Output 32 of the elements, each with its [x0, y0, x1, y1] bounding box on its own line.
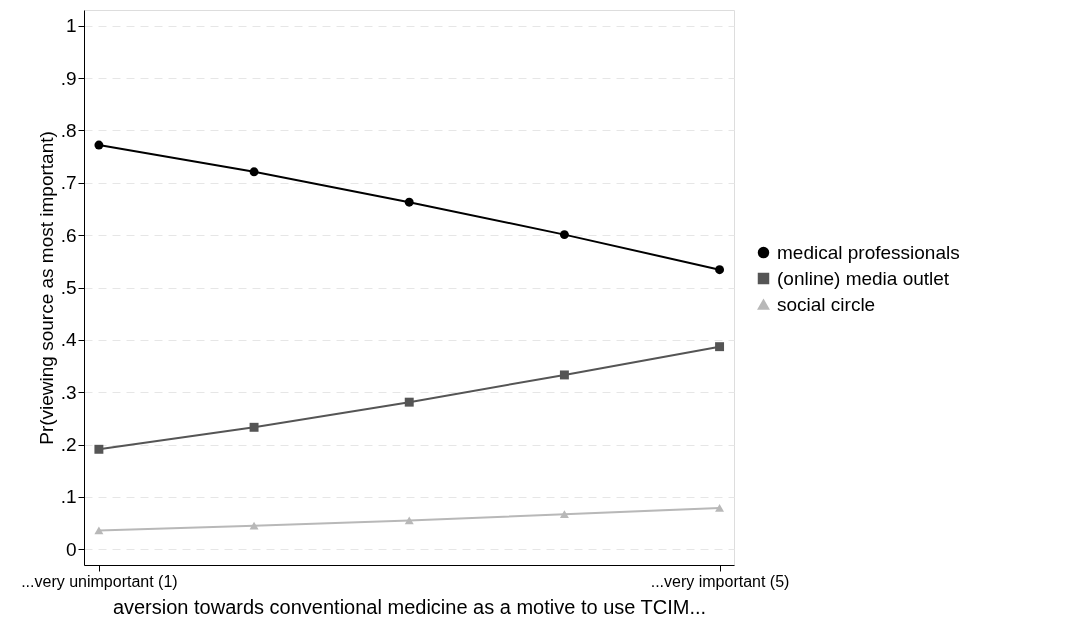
- y-tick-label: 1: [65, 15, 77, 37]
- y-tick-label: .5: [60, 277, 77, 298]
- point: [404, 397, 414, 407]
- y-tick-label: .3: [60, 381, 77, 403]
- point: [94, 444, 104, 454]
- x-tick-label: ...very important (5): [650, 572, 790, 590]
- legend-label: medical professionals: [777, 241, 960, 263]
- legend-label: social circle: [777, 293, 876, 315]
- y-axis-title: Pr(viewing source as most important): [35, 131, 57, 445]
- point: [94, 140, 104, 150]
- point: [404, 197, 414, 207]
- y-tick-label: .8: [60, 119, 77, 141]
- point: [559, 510, 569, 519]
- y-tick-label: .2: [60, 434, 77, 456]
- point: [249, 521, 259, 530]
- legend-label: (online) media outlet: [777, 267, 950, 289]
- point: [715, 504, 725, 512]
- y-tick-label: .7: [60, 172, 77, 194]
- y-tick-label: .1: [60, 486, 77, 508]
- y-tick-label: .4: [60, 329, 77, 351]
- point: [249, 167, 259, 177]
- point: [715, 265, 725, 275]
- y-tick-label: .9: [60, 67, 77, 89]
- x-axis-title: aversion towards conventional medicine as a motive to use TCIM...: [112, 595, 707, 618]
- x-tick-label: ...very unimportant (1): [21, 572, 178, 590]
- point: [94, 526, 104, 535]
- point: [249, 422, 259, 432]
- y-tick-label: .6: [60, 224, 77, 246]
- point: [559, 230, 569, 240]
- y-tick-label: 0: [65, 538, 77, 560]
- point: [559, 370, 569, 380]
- point: [715, 342, 725, 352]
